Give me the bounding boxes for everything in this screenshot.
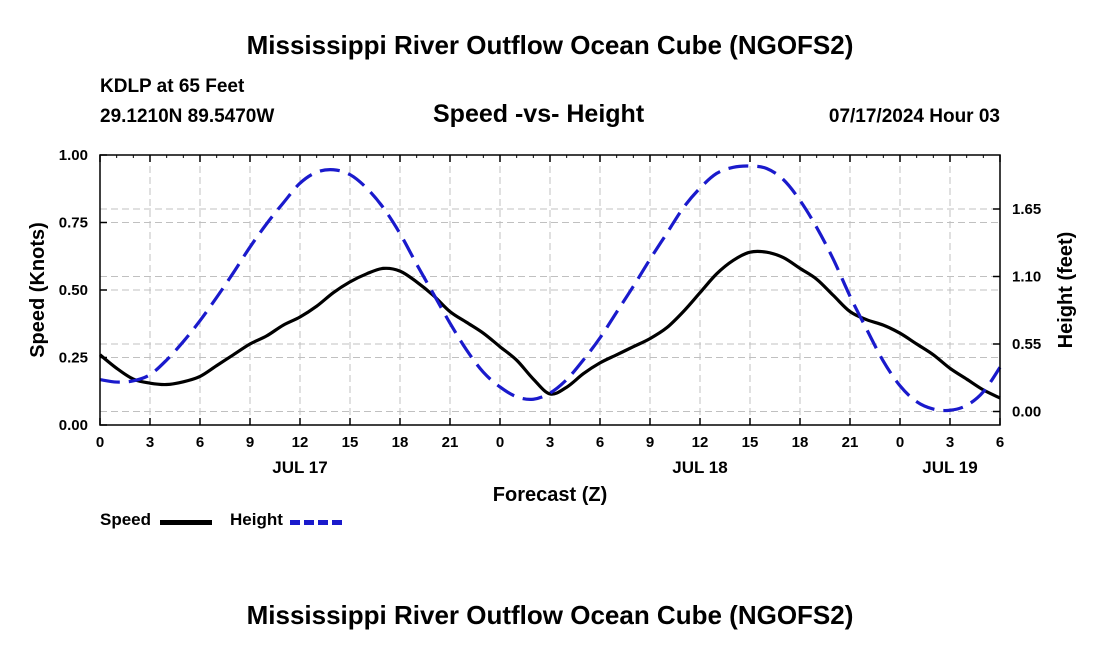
x-tick-label: 12 <box>692 434 709 451</box>
chart-subtitle: Speed -vs- Height <box>433 100 645 128</box>
y-tick-label: 0.75 <box>59 215 88 232</box>
x-axis-title: Forecast (Z) <box>493 484 607 506</box>
x-tick-label: 3 <box>946 434 954 451</box>
day-label: JUL 19 <box>922 458 977 477</box>
legend-height-swatch <box>290 520 342 525</box>
legend-speed-label: Speed <box>100 510 152 529</box>
axes: 0 3 6 9 12 15 18 21 0 3 6 9 12 15 18 21 0 3 6 0.00 0.25 0.50 0… <box>27 147 1077 506</box>
x-tick-label: 0 <box>896 434 904 451</box>
x-tick-label: 21 <box>442 434 459 451</box>
series-layer <box>98 164 1002 413</box>
x-tick-label: 18 <box>792 434 809 451</box>
x-tick-label: 21 <box>842 434 859 451</box>
y-tick-label: 1.00 <box>59 147 88 164</box>
y-tick-label: 0.50 <box>59 282 88 299</box>
forecast-timestamp: 07/17/2024 Hour 03 <box>828 106 1000 127</box>
chart-title: Mississippi River Outflow Ocean Cube (NG… <box>246 30 854 60</box>
y2-tick-label: 1.10 <box>1012 269 1041 286</box>
station-label: KDLP at 65 Feet <box>100 76 245 97</box>
y2-tick-label: 0.00 <box>1012 404 1041 421</box>
legend-speed-swatch <box>160 520 212 525</box>
x-tick-label: 15 <box>342 434 359 451</box>
x-tick-label: 9 <box>646 434 654 451</box>
day-label: JUL 17 <box>272 458 327 477</box>
y2-axis-title: Height (feet) <box>1055 232 1077 349</box>
y-tick-label: 0.00 <box>59 417 88 434</box>
grid <box>100 155 1000 425</box>
x-tick-label: 0 <box>96 434 104 451</box>
x-tick-label: 3 <box>546 434 554 451</box>
x-tick-label: 6 <box>596 434 604 451</box>
location-coordinates: 29.1210N 89.5470W <box>100 106 275 127</box>
y2-tick-label: 0.55 <box>1012 336 1041 353</box>
y-tick-label: 0.25 <box>59 350 88 367</box>
x-tick-label: 15 <box>742 434 759 451</box>
x-tick-label: 0 <box>496 434 504 451</box>
legend-height-label: Height <box>230 510 283 529</box>
day-label: JUL 18 <box>672 458 727 477</box>
x-tick-label: 12 <box>292 434 309 451</box>
x-tick-label: 18 <box>392 434 409 451</box>
speed-series-line <box>98 249 1001 400</box>
height-series-line <box>99 164 1002 413</box>
speed-height-chart: 0 3 6 9 12 15 18 21 0 3 6 9 12 15 18 21 0 3 6 0.00 0.25 0.50 0… <box>27 147 1077 506</box>
footer-title: Mississippi River Outflow Ocean Cube (NG… <box>246 600 854 630</box>
y-axis-title: Speed (Knots) <box>27 222 49 358</box>
x-tick-label: 6 <box>996 434 1004 451</box>
x-tick-label: 3 <box>146 434 154 451</box>
x-tick-label: 6 <box>196 434 204 451</box>
y2-tick-label: 1.65 <box>1012 201 1041 218</box>
x-tick-label: 9 <box>246 434 254 451</box>
